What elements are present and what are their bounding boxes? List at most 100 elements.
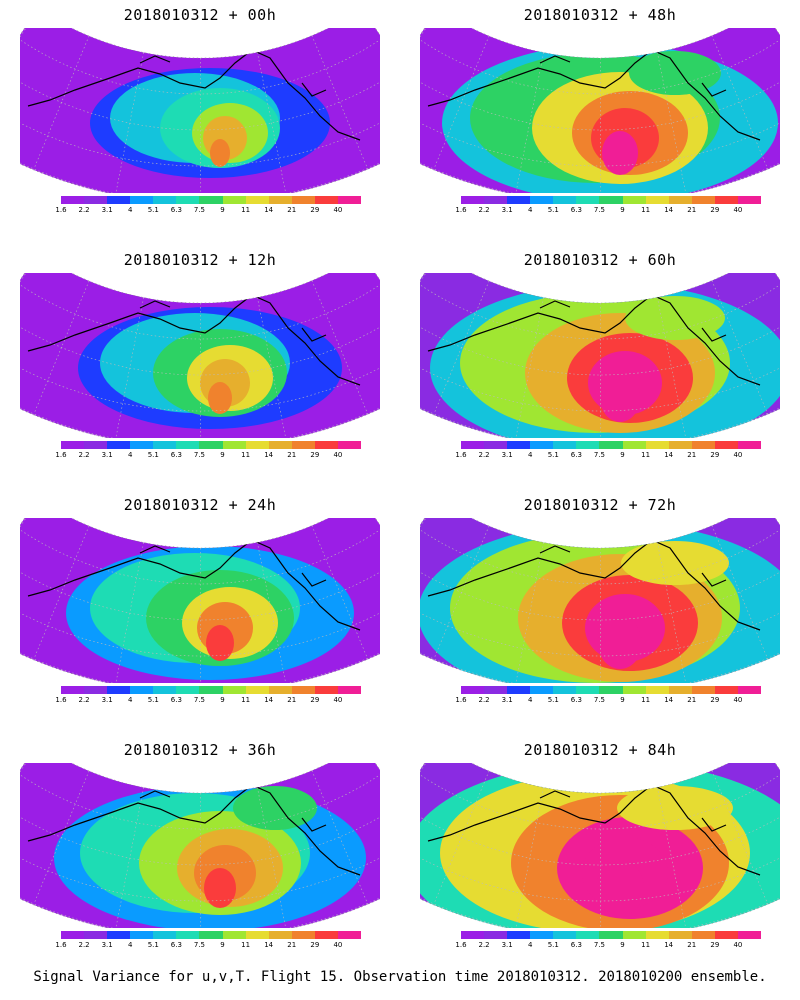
panel-title: 2018010312 + 48h xyxy=(523,6,677,24)
colorbar-swatch xyxy=(314,931,338,939)
colorbar-tick-label: 1.6 xyxy=(55,451,67,459)
colorbar-tick-label: 40 xyxy=(733,206,743,214)
colorbar-swatch xyxy=(530,196,554,204)
colorbar-tick-label: 6.3 xyxy=(570,206,582,214)
colorbar-swatch xyxy=(599,931,623,939)
colorbar-swatch xyxy=(461,441,485,449)
colorbar-labels: 1.6 2.2 3.1 4 5.1 6.3 7.5 9 11 14 21 29 40 xyxy=(55,696,361,706)
colorbar-tick-label: 2.2 xyxy=(78,941,90,949)
colorbar-swatch xyxy=(84,196,108,204)
colorbar-tick-label: 4 xyxy=(127,451,133,459)
colorbar xyxy=(461,196,762,204)
colorbar-swatch xyxy=(199,931,223,939)
colorbar-swatch xyxy=(222,686,246,694)
latitude-line xyxy=(20,283,380,340)
latitude-line xyxy=(20,67,380,131)
colorbar-swatch xyxy=(530,441,554,449)
colorbar-swatch xyxy=(153,196,177,204)
colorbar xyxy=(61,441,362,449)
latitude-line xyxy=(20,862,380,928)
colorbar-swatch xyxy=(668,196,692,204)
colorbar-tick-label: 9 xyxy=(220,941,225,949)
colorbar-swatch xyxy=(576,686,600,694)
meridian-line xyxy=(33,280,90,416)
variance-map xyxy=(20,273,380,438)
colorbar-tick-label: 6.3 xyxy=(570,941,582,949)
colorbar-swatch xyxy=(553,686,577,694)
meridian-line xyxy=(20,273,39,375)
latitude-line xyxy=(420,67,780,131)
colorbar-swatch xyxy=(291,441,315,449)
latitude-line xyxy=(420,773,780,830)
map-outline xyxy=(420,518,780,683)
colorbar-tick-label: 2.2 xyxy=(78,451,90,459)
meridian-line xyxy=(257,52,287,193)
colorbar-tick-label: 3.1 xyxy=(101,941,113,949)
colorbar-tick-label: 29 xyxy=(310,206,320,214)
colorbar-tick-label: 21 xyxy=(687,941,697,949)
colorbar-tick-label: 3.1 xyxy=(101,696,113,704)
meridian-line xyxy=(361,28,380,129)
colorbar-tick-label: 21 xyxy=(287,696,297,704)
colorbar-tick-label: 40 xyxy=(733,451,743,459)
colorbar-tick-label: 14 xyxy=(264,696,274,704)
meridian-line xyxy=(257,787,287,928)
colorbar-swatch xyxy=(553,196,577,204)
latitude-line xyxy=(20,773,380,830)
meridian-line xyxy=(311,770,369,905)
colorbar-tick-label: 21 xyxy=(287,206,297,214)
colorbar-labels: 1.6 2.2 3.1 4 5.1 6.3 7.5 9 11 14 21 29 40 xyxy=(455,451,761,461)
colorbar-swatch xyxy=(461,931,485,939)
panel-title: 2018010312 + 36h xyxy=(123,741,277,759)
colorbar-tick-label: 4 xyxy=(127,941,133,949)
colorbar-swatch xyxy=(691,196,715,204)
colorbar-swatch xyxy=(622,686,646,694)
colorbar-swatch xyxy=(176,441,200,449)
colorbar-tick-label: 5.1 xyxy=(147,941,159,949)
colorbar-swatch xyxy=(176,196,200,204)
colorbar-tick-label: 7.5 xyxy=(193,206,206,214)
colorbar-tick-label: 2.2 xyxy=(478,206,490,214)
panel-title: 2018010312 + 60h xyxy=(523,251,677,269)
coastline xyxy=(427,521,761,631)
colorbar-swatch xyxy=(130,931,154,939)
colorbar-tick-label: 4 xyxy=(527,451,533,459)
meridian-line xyxy=(257,542,287,683)
colorbar-swatch xyxy=(553,441,577,449)
colorbar-tick-label: 21 xyxy=(687,696,697,704)
colorbar-tick-label: 1.6 xyxy=(455,941,467,949)
colorbar-tick-label: 40 xyxy=(333,451,343,459)
colorbar-swatch xyxy=(714,196,738,204)
latitude-line xyxy=(20,832,380,902)
meridian-line xyxy=(433,770,490,906)
colorbar-swatch xyxy=(130,196,154,204)
colorbar-tick-label: 14 xyxy=(664,451,674,459)
colorbar-swatch xyxy=(314,196,338,204)
variance-map xyxy=(20,518,380,683)
panel-title: 2018010312 + 24h xyxy=(123,496,277,514)
meridian-line xyxy=(20,518,39,620)
colorbar-tick-label: 9 xyxy=(220,696,225,704)
field-contour xyxy=(233,786,317,830)
colorbar-swatch xyxy=(130,441,154,449)
field-contour xyxy=(600,374,640,422)
map-outline xyxy=(20,763,380,928)
latitude-line xyxy=(420,127,780,193)
coastline xyxy=(27,521,361,631)
colorbar-swatch xyxy=(268,931,292,939)
colorbar-tick-label: 1.6 xyxy=(455,451,467,459)
colorbar-tick-label: 29 xyxy=(710,451,720,459)
colorbar-swatch xyxy=(553,931,577,939)
meridian-line xyxy=(115,297,144,438)
colorbar xyxy=(461,931,762,939)
colorbar-tick-label: 21 xyxy=(687,206,697,214)
meridian-line xyxy=(20,763,39,865)
map-outline xyxy=(420,28,780,193)
colorbar-swatch xyxy=(668,931,692,939)
colorbar-tick-label: 6.3 xyxy=(570,696,582,704)
meridian-line xyxy=(115,787,144,928)
colorbar-tick-label: 29 xyxy=(310,941,320,949)
meridian-line xyxy=(515,297,544,438)
colorbar-labels: 1.6 2.2 3.1 4 5.1 6.3 7.5 9 11 14 21 29 40 xyxy=(455,941,761,951)
colorbar xyxy=(61,196,362,204)
